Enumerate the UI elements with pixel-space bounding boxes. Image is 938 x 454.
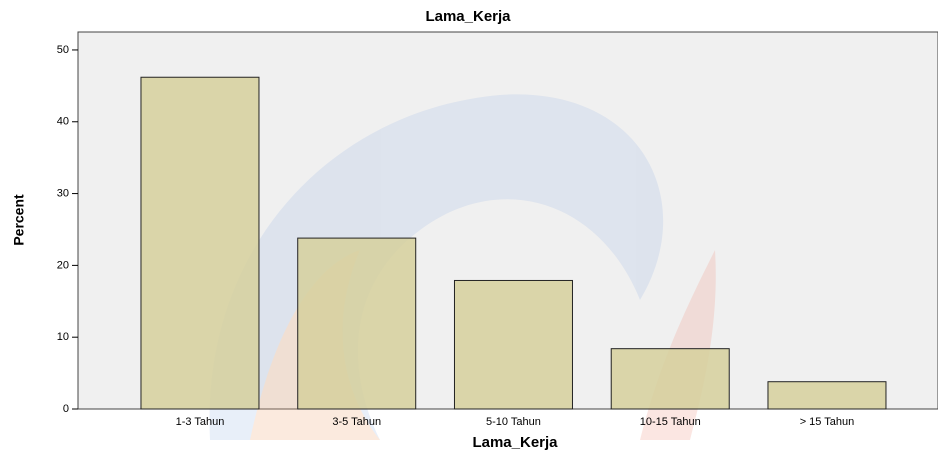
x-axis-label: Lama_Kerja [472,434,558,451]
x-tick-label: 1-3 Tahun [176,416,225,428]
x-tick-label: 3-5 Tahun [332,416,381,428]
y-tick-label: 30 [57,187,69,199]
x-tick-label: > 15 Tahun [800,416,855,428]
chart: Lama_Kerja Lama_Kerja Percent 0 10 20 30 40 5… [0,0,938,454]
x-tick-label: 5-10 Tahun [486,416,541,428]
y-tick-label: 50 [57,44,69,56]
bar [141,77,259,409]
y-tick-label: 0 [63,403,69,415]
bar [454,280,572,409]
y-tick-label: 10 [57,331,69,343]
bar [768,382,886,409]
bar [611,349,729,409]
bar [298,238,416,409]
y-tick-label: 20 [57,259,69,271]
x-tick-label: 10-15 Tahun [640,416,701,428]
y-tick-label: 40 [57,116,69,128]
chart-title: Lama_Kerja [425,8,511,25]
y-axis-label: Percent [11,194,27,246]
